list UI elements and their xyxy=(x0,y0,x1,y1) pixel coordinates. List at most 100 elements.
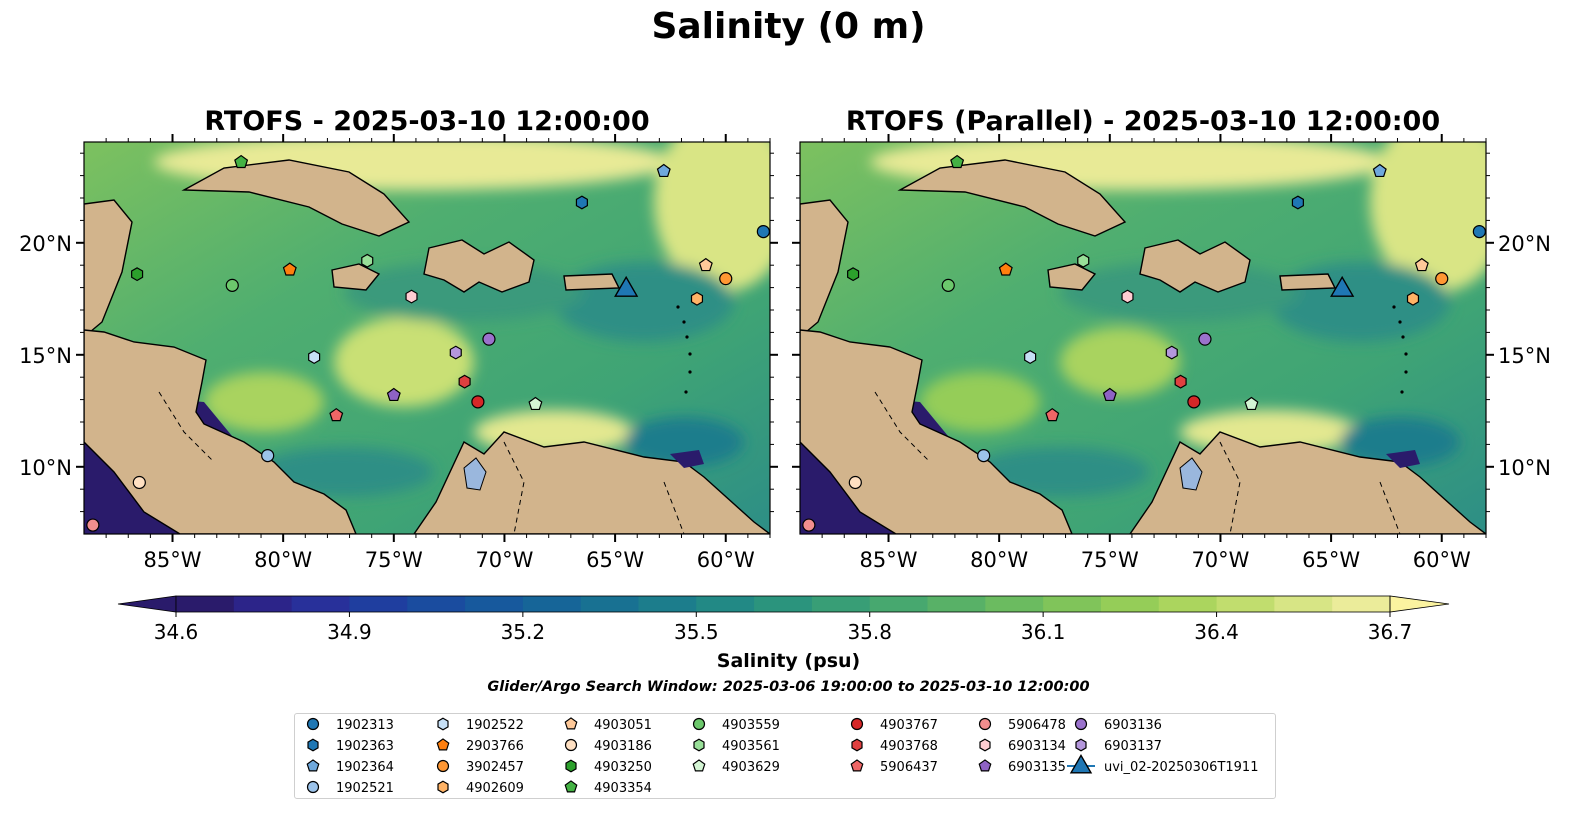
colorbar-extend-high xyxy=(1389,595,1450,613)
float-marker-1902521 xyxy=(261,449,275,463)
legend-label: 1902364 xyxy=(336,760,394,775)
lat-tick-label: 20°N xyxy=(19,232,72,256)
colorbar-label: Salinity (psu) xyxy=(716,650,861,672)
legend-label: 4903186 xyxy=(594,739,652,754)
float-marker-4903250 xyxy=(847,267,860,282)
legend-label: 1902521 xyxy=(336,781,394,796)
lon-tick-label: 80°W xyxy=(254,548,312,572)
float-marker-4903768 xyxy=(458,374,471,389)
colorbar-tick-label: 35.8 xyxy=(847,620,892,644)
colorbar-segment xyxy=(522,596,582,612)
float-marker-4903767 xyxy=(471,395,485,409)
colorbar-tick-label: 36.7 xyxy=(1368,620,1413,644)
legend-marker xyxy=(564,717,578,730)
float-marker-6903134 xyxy=(405,289,418,304)
legend-marker xyxy=(306,759,320,772)
float-marker-6903135 xyxy=(386,387,401,402)
legend-marker xyxy=(565,759,577,773)
colorbar-tick-label: 36.4 xyxy=(1194,620,1239,644)
float-marker-1902363 xyxy=(1291,195,1304,210)
lat-tick-label: 15°N xyxy=(1498,344,1551,368)
left-ticks: 85°W 80°W 75°W 70°W 65°W 60°W 20°N 15°N 10°N xyxy=(19,134,778,572)
colorbar-segment xyxy=(985,596,1044,612)
left-panel-title: RTOFS - 2025-03-10 12:00:00 xyxy=(204,106,650,137)
float-marker-4903051 xyxy=(698,257,713,272)
colorbar-segment xyxy=(465,596,524,612)
float-marker-4903559 xyxy=(225,278,239,292)
left-map: 85°W 80°W 75°W 70°W 65°W 60°W 20°N 15°N 10°N xyxy=(19,134,778,572)
float-marker-6903137 xyxy=(1165,345,1178,360)
legend-label: 4903051 xyxy=(594,718,652,733)
float-marker-5906437 xyxy=(329,407,344,422)
colorbar-segment xyxy=(754,596,813,612)
lat-tick-label: 10°N xyxy=(1498,456,1551,480)
float-marker-6903136 xyxy=(1198,332,1212,346)
lon-tick-label: 80°W xyxy=(970,548,1028,572)
lat-tick-label: 15°N xyxy=(19,344,72,368)
float-marker-1902522 xyxy=(1024,350,1037,365)
float-marker-4903561 xyxy=(1077,253,1090,268)
legend-label: 4903561 xyxy=(722,739,780,754)
float-marker-5906478 xyxy=(802,518,816,532)
colorbar-segments xyxy=(117,595,1450,613)
colorbar-segment xyxy=(927,596,986,612)
colorbar-segment xyxy=(1332,596,1391,612)
right-map-frame xyxy=(800,142,1486,534)
legend-marker xyxy=(693,738,705,752)
country-borders xyxy=(874,391,1401,534)
land-masses xyxy=(84,159,770,534)
legend-marker xyxy=(436,759,450,773)
colorbar: 34.6 34.9 35.2 35.5 35.8 36.1 36.4 36.7 xyxy=(117,595,1450,644)
left-map-frame xyxy=(84,142,770,534)
legend-label: 6903136 xyxy=(1104,718,1162,733)
float-marker-4902609 xyxy=(690,291,704,306)
float-marker-uvi_02-20250306T1911 xyxy=(614,275,639,297)
float-marker-4902609 xyxy=(1406,291,1420,306)
legend-label: 6903134 xyxy=(1008,739,1066,754)
legend-label: 4903629 xyxy=(722,760,780,775)
colorbar-tick-label: 35.5 xyxy=(674,620,719,644)
colorbar-segment xyxy=(1158,596,1218,612)
lake-maracaibo xyxy=(1179,457,1203,491)
colorbar-segment xyxy=(811,596,871,612)
colorbar-tick-label: 34.6 xyxy=(154,620,199,644)
search-window-note: Glider/Argo Search Window: 2025-03-06 19… xyxy=(487,679,1090,695)
float-marker-1902522 xyxy=(308,350,321,365)
legend-marker xyxy=(978,759,992,772)
colorbar-tick-label: 34.9 xyxy=(327,620,372,644)
right-map-border xyxy=(799,141,1487,535)
legend-marker xyxy=(979,738,991,752)
colorbar-segment xyxy=(869,596,929,612)
lon-tick-label: 85°W xyxy=(860,548,918,572)
float-marker-4903559 xyxy=(941,278,955,292)
legend-entries: 1902313 1902363 1902364 1902521 1902522 29037… xyxy=(306,717,1258,796)
right-map: 85°W 80°W 75°W 70°W 65°W 60°W 20°N 15°N 10°N xyxy=(792,134,1551,572)
lon-tick-label: 65°W xyxy=(1302,548,1360,572)
figure-title: Salinity (0 m) xyxy=(651,6,926,47)
legend: 1902313 1902363 1902364 1902521 1902522 29037… xyxy=(294,713,1276,799)
legend-label: 6903137 xyxy=(1104,739,1162,754)
float-marker-4903561 xyxy=(361,253,374,268)
colorbar-segment xyxy=(407,596,466,612)
map-panels: 85°W 80°W 75°W 70°W 65°W 60°W 20°N 15°N 10°N xyxy=(19,134,1551,572)
legend-marker xyxy=(437,717,449,731)
float-marker-4903186 xyxy=(848,475,862,490)
legend-label: 4903559 xyxy=(722,718,780,733)
float-marker-4903629 xyxy=(1244,396,1259,411)
lon-tick-label: 85°W xyxy=(144,548,202,572)
legend-marker xyxy=(692,759,706,772)
legend-label: 6903135 xyxy=(1008,760,1066,775)
legend-label: 5906437 xyxy=(880,760,938,775)
colorbar-segment xyxy=(1274,596,1333,612)
land-masses xyxy=(800,159,1486,534)
float-marker-5906478 xyxy=(86,518,100,532)
right-ticks: 85°W 80°W 75°W 70°W 65°W 60°W 20°N 15°N 10°N xyxy=(792,134,1551,572)
float-marker-3902457 xyxy=(719,272,733,286)
colorbar-segment xyxy=(349,596,408,612)
colorbar-extend-low xyxy=(117,595,177,613)
legend-label: 4903354 xyxy=(594,781,652,796)
lon-tick-label: 75°W xyxy=(1081,548,1139,572)
lon-tick-label: 65°W xyxy=(586,548,644,572)
colorbar-segment xyxy=(1043,596,1102,612)
float-marker-4903354 xyxy=(950,154,965,169)
